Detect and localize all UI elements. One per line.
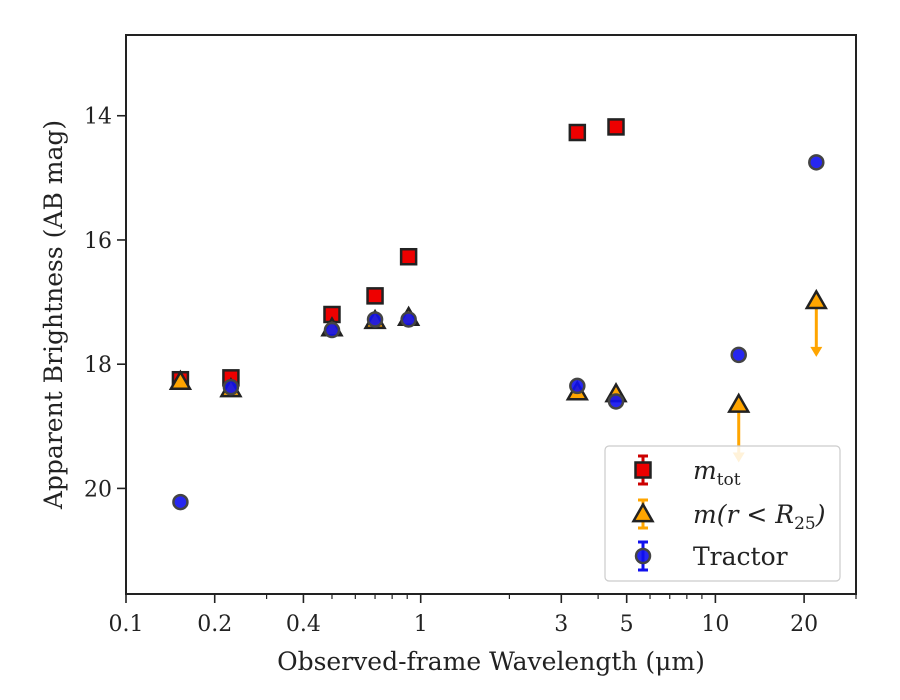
x-axis-label: Observed-frame Wavelength (μm): [277, 647, 705, 676]
plot-frame: [125, 34, 857, 595]
data-point: [568, 123, 587, 142]
series-1: [168, 288, 828, 463]
legend-marker: [634, 461, 652, 479]
x-tick-label: 1: [414, 612, 428, 637]
data-point: [366, 311, 384, 328]
x-tick-label: 0.1: [109, 612, 144, 637]
data-point: [569, 377, 586, 395]
data-point: [808, 154, 825, 171]
x-tick-label: 0.4: [286, 612, 321, 637]
legend-label: Tractor: [693, 542, 788, 571]
x-tick-label: 3: [554, 612, 568, 637]
legend: mtot m(r < R25) Tractor: [604, 445, 841, 582]
data-point: [399, 247, 418, 266]
y-axis-label: Apparent Brightness (AB mag): [39, 120, 68, 510]
data-point: [607, 118, 625, 136]
data-point: [323, 321, 341, 339]
data-point: [730, 346, 747, 364]
data-point: [727, 392, 751, 413]
legend-label: mtot: [693, 456, 741, 490]
x-tick-label: 20: [790, 612, 818, 637]
data-point: [172, 493, 189, 511]
upper-limit-arrowhead: [810, 346, 823, 357]
series-2: [172, 154, 825, 511]
y-axis: 14 16 18 20: [84, 105, 126, 502]
x-tick-label: 0.2: [197, 612, 232, 637]
data-point: [804, 288, 828, 310]
y-tick-label: 14: [84, 105, 112, 130]
legend-entry: Tractor: [634, 540, 788, 572]
data-point: [168, 369, 193, 390]
data-point: [400, 311, 417, 328]
x-axis: 0.1 0.2 0.4 1 3 5 10 20: [109, 594, 857, 637]
legend-box: [604, 445, 841, 582]
data-points: [168, 118, 828, 511]
y-tick-label: 20: [84, 477, 112, 502]
y-tick-label: 18: [84, 353, 112, 378]
legend-entry: mtot: [634, 454, 741, 490]
data-point: [366, 287, 384, 305]
legend-marker: [631, 501, 655, 523]
legend-entry: m(r < R25): [631, 498, 825, 534]
y-tick-label: 16: [84, 229, 112, 254]
legend-marker: [634, 547, 652, 565]
x-tick-label: 10: [701, 612, 729, 637]
data-point: [222, 378, 240, 396]
legend-label: m(r < R25): [693, 500, 825, 534]
series-0: [171, 118, 625, 389]
data-point: [607, 393, 625, 410]
x-tick-label: 5: [620, 612, 634, 637]
